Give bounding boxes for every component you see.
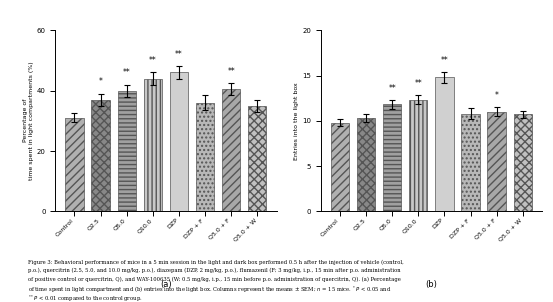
Text: $^{**}$$P$ < 0.01 compared to the control group.: $^{**}$$P$ < 0.01 compared to the contro… xyxy=(28,294,142,302)
Text: **: ** xyxy=(149,56,156,65)
Text: p.o.), quercitrin (2.5, 5.0, and 10.0 mg/kg, p.o.), diazepam (DZP, 2 mg/kg, p.o.: p.o.), quercitrin (2.5, 5.0, and 10.0 mg… xyxy=(28,268,400,273)
Bar xyxy=(248,106,267,211)
Text: **: ** xyxy=(175,50,183,59)
Text: *: * xyxy=(495,91,499,100)
Bar xyxy=(461,114,479,211)
Text: of time spent in light compartment and (b) entries into the light box. Columns r: of time spent in light compartment and (… xyxy=(28,285,391,295)
Bar xyxy=(357,118,375,211)
Text: **: ** xyxy=(227,67,235,76)
Bar xyxy=(65,118,84,211)
Bar xyxy=(222,89,241,211)
Bar xyxy=(383,104,401,211)
Text: **: ** xyxy=(441,56,448,65)
Text: of positive control or quercitrin, Q), and WAY-100635 (W; 0.5 mg/kg, i.p., 15 mi: of positive control or quercitrin, Q), a… xyxy=(28,277,400,282)
Text: **: ** xyxy=(123,68,131,77)
Y-axis label: Entries into the light box: Entries into the light box xyxy=(294,82,299,160)
Text: **: ** xyxy=(388,84,396,93)
Bar xyxy=(331,123,349,211)
Bar xyxy=(144,79,162,211)
Bar xyxy=(170,72,188,211)
Text: Figure 3: Behavioral performance of mice in a 5 min session in the light and dar: Figure 3: Behavioral performance of mice… xyxy=(28,260,403,265)
Bar xyxy=(91,100,109,211)
Bar xyxy=(514,114,532,211)
Text: (b): (b) xyxy=(425,280,437,289)
Bar xyxy=(435,77,453,211)
Text: (a): (a) xyxy=(160,280,172,289)
Y-axis label: Percentage of
time spent in light compartments (%): Percentage of time spent in light compar… xyxy=(23,62,34,180)
Text: *: * xyxy=(98,77,102,86)
Text: **: ** xyxy=(414,79,422,88)
Bar xyxy=(118,91,136,211)
Bar xyxy=(409,100,427,211)
Bar xyxy=(196,103,214,211)
Bar xyxy=(488,112,506,211)
